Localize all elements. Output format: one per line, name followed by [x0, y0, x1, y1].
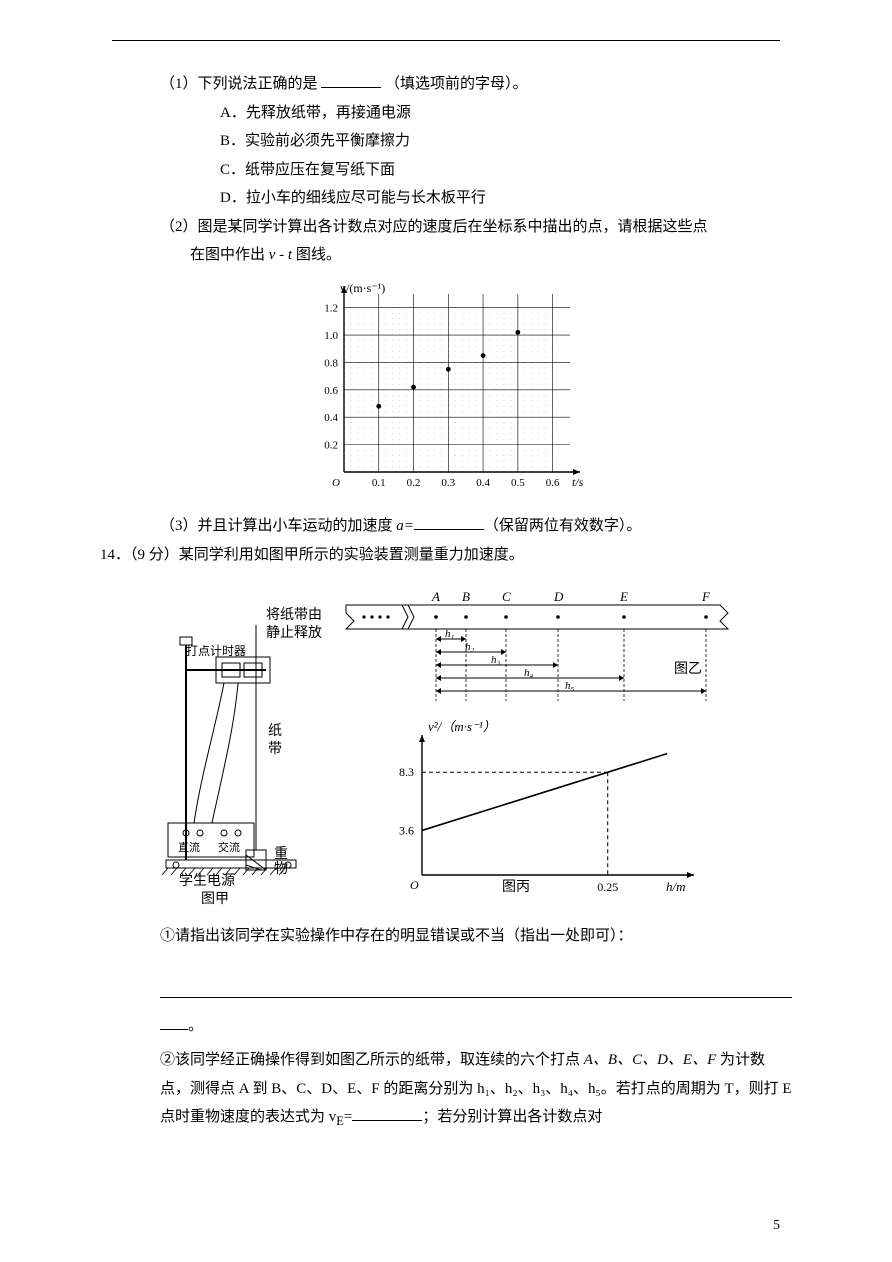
svg-text:0.2: 0.2: [324, 439, 338, 451]
q14-sub2-c: ；若分别计算出各计数点对: [422, 1109, 602, 1125]
svg-text:O: O: [332, 477, 340, 489]
svg-text:带: 带: [268, 741, 282, 757]
q14-figure-svg: 打点计时器纸带重物 直流 交流学生电源图甲 将纸带由静止释放 A B C D E Fh₁ h₂ h₃ h…: [146, 575, 746, 905]
q2-line-a: （2）图是某同学计算出各计数点对应的速度后在坐标系中描出的点，请根据这些点: [160, 213, 792, 242]
q2-line-c: 图线。: [292, 247, 341, 263]
svg-text:0.4: 0.4: [324, 412, 338, 424]
svg-text:纸: 纸: [268, 723, 282, 739]
svg-text:3.6: 3.6: [399, 823, 414, 837]
svg-text:1.2: 1.2: [324, 302, 338, 314]
svg-text:静止释放: 静止释放: [266, 625, 322, 641]
svg-text:h₁: h₁: [445, 628, 455, 640]
q14-sub1: ①请指出该同学在实验操作中存在的明显错误或不当（指出一处即可）： 。: [160, 922, 792, 1041]
q14-sub1-end: 。: [188, 1018, 203, 1034]
blank-answer-1[interactable]: [321, 71, 381, 89]
q-part1: （1）下列说法正确的是 （填选项前的字母）。 A．先释放纸带，再接通电源 B．实…: [160, 70, 792, 213]
q14-header: 14．（9 分）某同学利用如图甲所示的实验装置测量重力加速度。: [100, 541, 792, 570]
svg-text:0.25: 0.25: [597, 880, 618, 894]
svg-text:B: B: [462, 589, 470, 604]
vt-chart: 0.1 0.2 0.3 0.4 0.5 0.6 0.2 0.4 0.6 0.8 1.0 1.2 Ov/(…: [100, 276, 792, 507]
top-rule: [112, 40, 780, 41]
svg-text:交流: 交流: [218, 840, 240, 854]
svg-text:打点计时器: 打点计时器: [186, 644, 246, 658]
page: （1）下列说法正确的是 （填选项前的字母）。 A．先释放纸带，再接通电源 B．实…: [0, 0, 892, 1262]
svg-text:O: O: [410, 878, 419, 892]
svg-text:0.6: 0.6: [546, 477, 560, 489]
q3-text-a: （3）并且计算出小车运动的加速度: [160, 518, 396, 534]
q3-a-eq: a=: [396, 518, 414, 534]
q2-vt: v - t: [269, 247, 292, 263]
q1-prompt-prefix: （1）下列说法正确的是: [160, 76, 318, 92]
q2-line-b: 在图中作出: [190, 247, 269, 263]
blank-line-1[interactable]: [160, 980, 792, 998]
q14-sub2: ②该同学经正确操作得到如图乙所示的纸带，取连续的六个打点 A、B、C、D、E、F…: [160, 1046, 792, 1134]
svg-text:将纸带由: 将纸带由: [266, 607, 322, 623]
svg-text:F: F: [701, 589, 711, 604]
svg-text:8.3: 8.3: [399, 765, 414, 779]
q-part3: （3）并且计算出小车运动的加速度 a= （保留两位有效数字）。: [160, 512, 792, 541]
q14-sub2-sub: E: [336, 1114, 344, 1128]
svg-text:h₂: h₂: [465, 641, 475, 653]
svg-text:1.0: 1.0: [324, 330, 338, 342]
blank-answer-vE[interactable]: [352, 1104, 422, 1122]
blank-answer-3[interactable]: [414, 513, 484, 531]
svg-text:h/m: h/m: [666, 879, 686, 894]
choice-C: C．纸带应压在复写纸下面: [220, 156, 792, 185]
q3-text-b: （保留两位有效数字）。: [484, 518, 642, 534]
svg-text:D: D: [553, 589, 564, 604]
svg-text:v²/（m·s⁻¹）: v²/（m·s⁻¹）: [428, 719, 496, 734]
q-part2: （2）图是某同学计算出各计数点对应的速度后在坐标系中描出的点，请根据这些点 在图…: [160, 213, 792, 270]
svg-text:0.1: 0.1: [372, 477, 386, 489]
q14-sub2-eq: =: [344, 1109, 352, 1125]
svg-text:图甲: 图甲: [201, 892, 229, 905]
svg-text:C: C: [502, 589, 511, 604]
svg-text:E: E: [619, 589, 628, 604]
svg-text:重: 重: [274, 846, 288, 862]
svg-text:v/(m·s⁻¹): v/(m·s⁻¹): [340, 281, 385, 295]
svg-text:h₅: h₅: [565, 680, 575, 692]
svg-text:0.3: 0.3: [441, 477, 455, 489]
q1-prompt-suffix: （填选项前的字母）。: [385, 76, 528, 92]
choice-B: B．实验前必须先平衡摩擦力: [220, 127, 792, 156]
choice-A: A．先释放纸带，再接通电源: [220, 99, 792, 128]
svg-text:图乙: 图乙: [674, 661, 702, 677]
q2-line-b-wrap: 在图中作出 v - t 图线。: [190, 241, 792, 270]
svg-text:0.2: 0.2: [407, 477, 421, 489]
svg-text:物: 物: [274, 861, 288, 877]
svg-text:0.5: 0.5: [511, 477, 525, 489]
q14-sub2-points: A、B、C、D、E、F: [584, 1052, 717, 1068]
svg-text:0.4: 0.4: [476, 477, 490, 489]
svg-text:0.6: 0.6: [324, 384, 338, 396]
svg-text:h₃: h₃: [491, 654, 501, 666]
choice-D: D．拉小车的细线应尽可能与长木板平行: [220, 184, 792, 213]
q14-sub2-a: ②该同学经正确操作得到如图乙所示的纸带，取连续的六个打点: [160, 1052, 584, 1068]
svg-text:t/s: t/s: [572, 475, 584, 489]
q14-figure: 打点计时器纸带重物 直流 交流学生电源图甲 将纸带由静止释放 A B C D E Fh₁ h₂ h₃ h…: [100, 575, 792, 916]
svg-text:学生电源: 学生电源: [179, 873, 235, 889]
svg-text:0.8: 0.8: [324, 357, 338, 369]
svg-text:A: A: [431, 589, 440, 604]
svg-text:直流: 直流: [178, 840, 200, 854]
q14-sub1-text: ①请指出该同学在实验操作中存在的明显错误或不当（指出一处即可）：: [160, 928, 633, 944]
vt-chart-svg: 0.1 0.2 0.3 0.4 0.5 0.6 0.2 0.4 0.6 0.8 1.0 1.2 Ov/(…: [296, 276, 596, 496]
svg-text:h₄: h₄: [524, 667, 534, 679]
blank-line-1b[interactable]: [160, 1012, 188, 1030]
svg-text:图丙: 图丙: [502, 880, 530, 895]
page-number: 5: [773, 1213, 780, 1240]
